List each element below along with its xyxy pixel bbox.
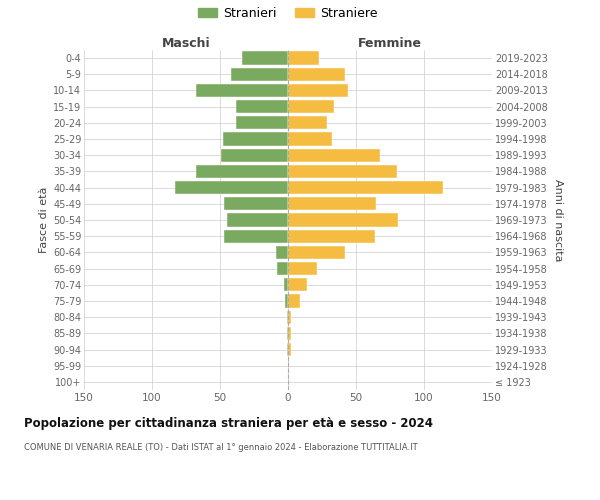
Bar xyxy=(288,359,289,372)
Bar xyxy=(223,132,288,145)
Bar xyxy=(242,52,288,64)
Bar xyxy=(288,165,397,178)
Bar xyxy=(288,230,375,243)
Bar xyxy=(285,294,288,308)
Bar xyxy=(287,310,288,324)
Bar xyxy=(236,116,288,130)
Bar xyxy=(288,68,345,81)
Bar xyxy=(224,230,288,243)
Bar xyxy=(175,181,288,194)
Text: COMUNE DI VENARIA REALE (TO) - Dati ISTAT al 1° gennaio 2024 - Elaborazione TUTT: COMUNE DI VENARIA REALE (TO) - Dati ISTA… xyxy=(24,442,418,452)
Bar xyxy=(227,214,288,226)
Bar xyxy=(276,246,288,259)
Text: Femmine: Femmine xyxy=(358,37,422,50)
Bar xyxy=(288,84,348,97)
Bar xyxy=(288,278,307,291)
Bar xyxy=(287,326,288,340)
Bar xyxy=(288,52,319,64)
Bar xyxy=(288,294,300,308)
Text: Maschi: Maschi xyxy=(161,37,211,50)
Bar xyxy=(277,262,288,275)
Bar xyxy=(288,246,345,259)
Bar xyxy=(288,197,376,210)
Bar xyxy=(224,197,288,210)
Bar xyxy=(288,116,328,130)
Legend: Stranieri, Straniere: Stranieri, Straniere xyxy=(198,7,378,20)
Bar xyxy=(288,100,334,114)
Bar xyxy=(288,214,398,226)
Y-axis label: Fasce di età: Fasce di età xyxy=(38,187,49,253)
Bar xyxy=(288,376,289,388)
Bar xyxy=(236,100,288,114)
Bar xyxy=(196,84,288,97)
Bar xyxy=(288,310,291,324)
Bar xyxy=(284,278,288,291)
Bar xyxy=(288,132,332,145)
Bar xyxy=(287,343,288,356)
Bar xyxy=(288,148,380,162)
Bar xyxy=(288,326,291,340)
Bar xyxy=(231,68,288,81)
Bar xyxy=(288,262,317,275)
Bar xyxy=(196,165,288,178)
Text: Popolazione per cittadinanza straniera per età e sesso - 2024: Popolazione per cittadinanza straniera p… xyxy=(24,418,433,430)
Y-axis label: Anni di nascita: Anni di nascita xyxy=(553,179,563,261)
Bar xyxy=(288,181,443,194)
Bar xyxy=(221,148,288,162)
Bar xyxy=(288,343,291,356)
